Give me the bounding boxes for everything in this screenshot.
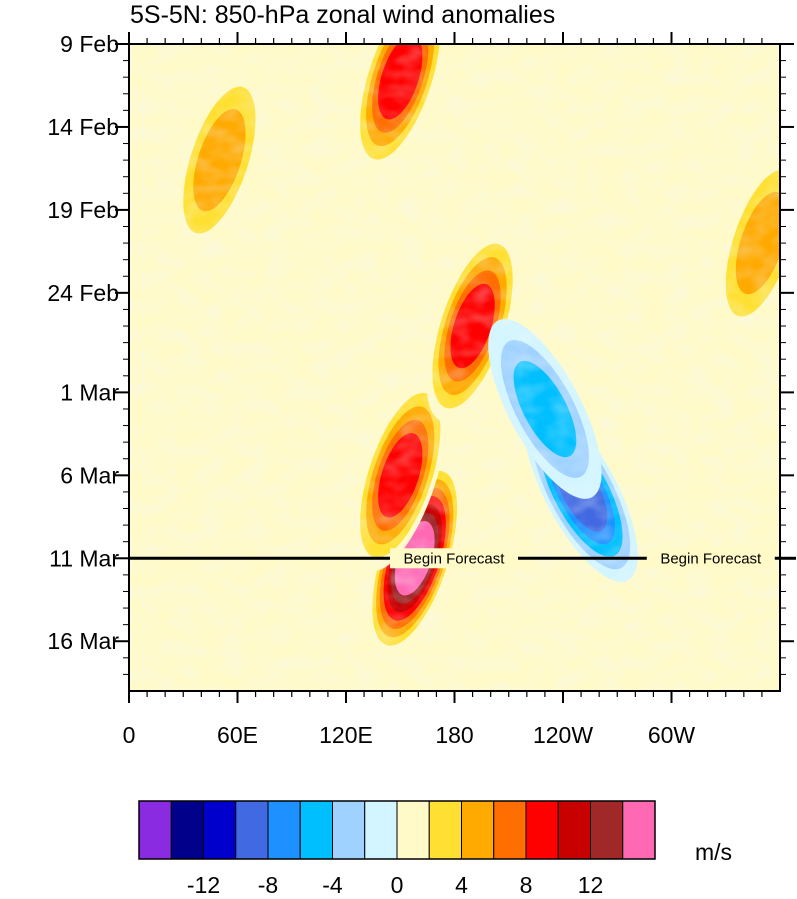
x-tick-label: 180	[435, 722, 473, 748]
y-tick-label: 11 Mar	[49, 545, 119, 571]
colorbar-tick-label: 4	[455, 872, 468, 898]
y-tick-label: 19 Feb	[47, 197, 119, 223]
colorbar-tick-label: -8	[258, 872, 278, 898]
plot-area	[129, 44, 780, 691]
colorbar-tick-label: -12	[187, 872, 220, 898]
annotation-label: Begin Forecast	[660, 550, 762, 567]
colorbar-swatch	[396, 800, 430, 860]
colorbar-swatch	[267, 800, 301, 860]
field-texture	[129, 44, 780, 691]
colorbar-swatch	[557, 800, 591, 860]
x-tick-label: 120E	[319, 722, 373, 748]
colorbar-swatch	[332, 800, 366, 860]
colorbar-swatch	[203, 800, 237, 860]
colorbar-swatch	[364, 800, 398, 860]
colorbar-tick-label: 8	[520, 872, 533, 898]
x-axis: 0 60E 120E 180 120W 60W	[123, 32, 763, 748]
colorbar-swatch	[461, 800, 495, 860]
y-axis: 9 Feb 14 Feb 19 Feb 24 Feb 1 Mar 6 Mar 11 Mar 1…	[47, 31, 794, 675]
colorbar-frame	[138, 800, 656, 860]
colorbar-swatch	[235, 800, 269, 860]
annotation-label: Begin Forecast	[404, 550, 506, 567]
y-tick-label: 9 Feb	[60, 31, 119, 57]
annotations: Begin Forecast Begin Forecast	[129, 548, 796, 569]
colorbar-swatch	[493, 800, 527, 860]
colorbar: -12 -8 -4 0 4 8 12	[138, 800, 656, 898]
annotation-bg	[390, 548, 518, 569]
x-tick-label: 0	[123, 722, 136, 748]
x-tick-label: 60W	[648, 722, 696, 748]
colorbar-tick-label: -4	[322, 872, 343, 898]
colorbar-units: m/s	[695, 839, 732, 865]
y-tick-label: 16 Mar	[47, 628, 119, 654]
y-tick-label: 6 Mar	[60, 462, 119, 488]
annotation-bg	[646, 548, 775, 569]
colorbar-swatch	[590, 800, 624, 860]
colorbar-swatch	[299, 800, 333, 860]
colorbar-swatch	[138, 800, 172, 860]
colorbar-swatch	[525, 800, 559, 860]
x-tick-label: 120W	[533, 722, 593, 748]
colorbar-swatch	[170, 800, 204, 860]
colorbar-tick-label: 0	[391, 872, 404, 898]
colorbar-swatch	[622, 800, 656, 860]
colorbar-swatch	[428, 800, 462, 860]
x-tick-label: 60E	[217, 722, 258, 748]
y-tick-label: 14 Feb	[47, 114, 119, 140]
chart-title: 5S-5N: 850-hPa zonal wind anomalies	[130, 1, 555, 29]
colorbar-tick-label: 12	[578, 872, 604, 898]
y-tick-label: 24 Feb	[47, 280, 119, 306]
y-tick-label: 1 Mar	[60, 379, 119, 405]
